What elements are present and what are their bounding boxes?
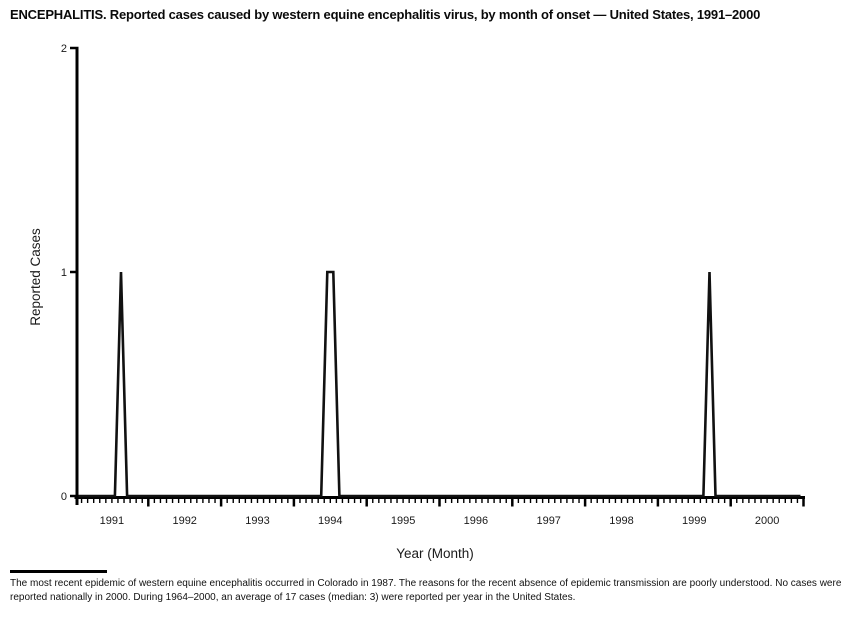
x-year-label: 1998 [609, 515, 633, 527]
x-year-label: 2000 [755, 515, 779, 527]
x-axis-title: Year (Month) [396, 546, 474, 561]
x-year-label: 1994 [318, 515, 342, 527]
x-year-label: 1992 [172, 515, 196, 527]
line-chart: 0 1 2 1991 1992 1993 1994 1995 1996 1997 1998 1999 2… [28, 43, 805, 561]
footnote-divider [10, 570, 107, 573]
x-year-label: 1993 [245, 515, 269, 527]
x-year-label: 1991 [100, 515, 124, 527]
chart-generated-layer: 0 1 2 1991 1992 1993 1994 1995 1996 1997 1998 1999 2… [61, 43, 805, 527]
y-tick-label: 2 [61, 43, 67, 55]
footnote-text: The most recent epidemic of western equi… [10, 578, 842, 603]
x-year-label: 1995 [391, 515, 415, 527]
figure-title: ENCEPHALITIS. Reported cases caused by w… [10, 7, 761, 22]
series-line [78, 270, 801, 498]
y-axis-title: Reported Cases [28, 228, 43, 326]
x-year-label: 1997 [536, 515, 560, 527]
x-year-label: 1999 [682, 515, 706, 527]
y-tick-label: 1 [61, 267, 67, 279]
x-year-label: 1996 [464, 515, 488, 527]
y-tick-label: 0 [61, 491, 67, 503]
